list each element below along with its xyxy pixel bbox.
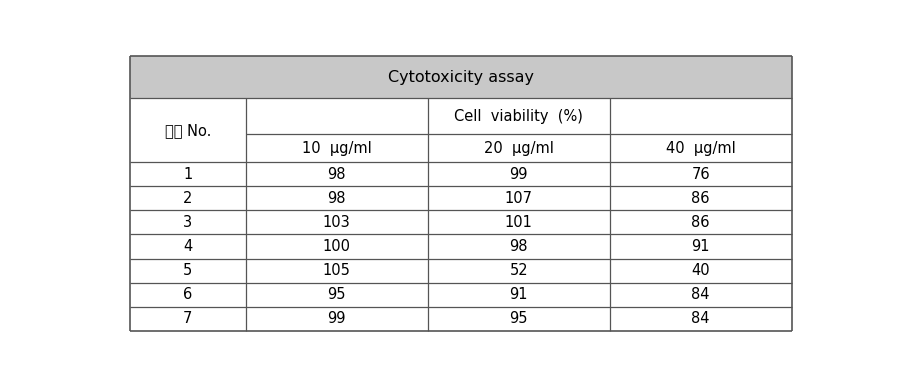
Bar — [129, 162, 792, 186]
Bar — [129, 234, 792, 258]
Text: 1: 1 — [183, 167, 192, 182]
Bar — [129, 258, 792, 283]
Bar — [129, 98, 792, 162]
Bar — [129, 56, 792, 98]
Text: 20  μg/ml: 20 μg/ml — [484, 141, 554, 155]
Text: 40: 40 — [691, 263, 710, 278]
Text: 86: 86 — [691, 215, 710, 230]
Text: 40  μg/ml: 40 μg/ml — [666, 141, 735, 155]
Text: 86: 86 — [691, 191, 710, 206]
Text: 95: 95 — [327, 287, 346, 302]
Text: 99: 99 — [510, 167, 528, 182]
Text: 84: 84 — [691, 311, 710, 326]
Text: 7: 7 — [183, 311, 192, 326]
Text: 98: 98 — [327, 191, 346, 206]
Text: 100: 100 — [323, 239, 351, 254]
Text: 시료 No.: 시료 No. — [165, 123, 211, 138]
Text: 98: 98 — [327, 167, 346, 182]
Text: 95: 95 — [510, 311, 528, 326]
Text: 101: 101 — [504, 215, 532, 230]
Text: Cell  viability  (%): Cell viability (%) — [454, 109, 583, 124]
Bar — [129, 307, 792, 331]
Text: 107: 107 — [504, 191, 532, 206]
Text: 4: 4 — [183, 239, 192, 254]
Text: 98: 98 — [510, 239, 528, 254]
Text: 6: 6 — [183, 287, 192, 302]
Text: 3: 3 — [183, 215, 192, 230]
Text: 103: 103 — [323, 215, 351, 230]
Text: 76: 76 — [691, 167, 710, 182]
Text: 105: 105 — [323, 263, 351, 278]
Text: 5: 5 — [183, 263, 192, 278]
Text: 84: 84 — [691, 287, 710, 302]
Text: 10  μg/ml: 10 μg/ml — [302, 141, 371, 155]
Bar — [129, 283, 792, 307]
Bar — [129, 186, 792, 211]
Text: 52: 52 — [510, 263, 528, 278]
Bar — [129, 211, 792, 234]
Text: 2: 2 — [183, 191, 192, 206]
Text: 91: 91 — [510, 287, 528, 302]
Text: 91: 91 — [691, 239, 710, 254]
Text: Cytotoxicity assay: Cytotoxicity assay — [387, 70, 534, 84]
Text: 99: 99 — [327, 311, 346, 326]
